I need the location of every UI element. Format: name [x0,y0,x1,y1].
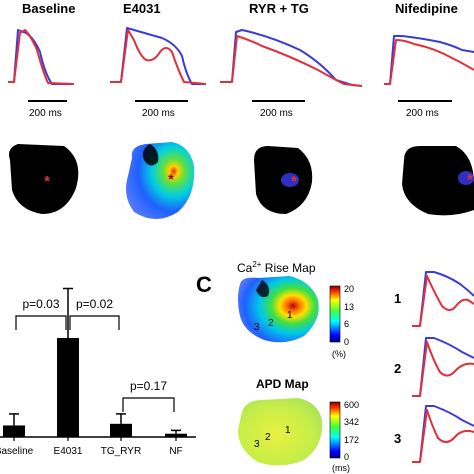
ca-rise-map-title: Ca2+ Rise Map [237,260,316,275]
condition-label-e4031: E4031 [123,1,161,16]
site-trace-3-calcium [412,409,474,463]
bar-tg-ryr [110,423,132,437]
p-value-label: p=0.03 [22,297,59,311]
apd-site-label-3: 3 [254,439,260,450]
bar-nf [165,433,187,437]
trace-e4031-voltage [110,27,206,85]
panel-letter-c: C [196,272,212,297]
apd-colorbar [329,401,341,459]
p-value-label: p=0.17 [130,379,167,393]
heart-map-baseline: * [9,144,79,214]
ca-site-label-1: 1 [287,310,293,321]
stimulation-marker-nifedipine: * [467,171,473,188]
apd-map: 1 2 3 [238,398,323,466]
bar-chart: Baseline E4031 TG_RYR NF p=0.03 p=0.02 p=0.17 [0,287,196,457]
trace-nifedipine-voltage [384,35,474,85]
trace-e4031-calcium [110,29,207,85]
apd-colorbar-tick: 172 [344,435,359,445]
trace-baseline-calcium [8,29,75,85]
ca-site-label-2: 2 [268,318,274,329]
ca-colorbar-unit: (%) [332,349,346,359]
p-value-label: p=0.02 [76,297,113,311]
condition-label-baseline: Baseline [22,1,75,16]
bar-e4031 [57,338,79,437]
trace-label-1: 1 [394,291,401,306]
apd-site-label-1: 1 [285,425,291,436]
ca-site-label-3: 3 [254,322,260,333]
scale-label-baseline: 200 ms [29,108,62,119]
trace-ryr-tg-calcium [220,35,363,87]
significance-bracket [122,397,175,412]
trace-nifedipine-calcium [384,39,474,85]
stimulation-marker-baseline: * [44,173,50,190]
ca-colorbar-tick: 0 [344,337,349,347]
heart-map-e4031: * [126,142,195,219]
apd-colorbar-tick: 600 [344,400,359,410]
site-trace-1-calcium [412,275,474,327]
stimulation-marker-e4031: * [168,171,174,188]
site-trace-3-voltage [412,405,474,463]
heart-map-nifedipine: * [402,146,474,216]
stimulation-marker-ryr-tg: * [291,173,297,190]
apd-colorbar-tick: 342 [344,417,359,427]
trace-label-3: 3 [394,431,401,446]
significance-bracket [69,315,120,330]
ca-colorbar [329,285,341,343]
x-tick-label: E4031 [54,446,83,457]
apd-site-label-2: 2 [265,432,271,443]
scale-label-e4031: 200 ms [142,108,175,119]
ca-colorbar-tick: 20 [344,284,354,294]
trace-ryr-tg-voltage [220,29,363,87]
scale-label-ryr-tg: 200 ms [260,108,293,119]
site-trace-2-voltage [412,337,474,397]
x-tick-label: Baseline [0,446,34,457]
significance-bracket [15,315,67,330]
x-tick-label: TG_RYR [101,446,141,457]
site-trace-1-voltage [412,271,474,327]
apd-map-title: APD Map [256,377,309,391]
trace-label-2: 2 [394,361,401,376]
apd-colorbar-unit: (ms) [332,463,350,473]
condition-label-nifedipine: Nifedipine [395,1,458,16]
ca-rise-map: 1 2 3 [238,276,319,343]
scale-label-nifedipine: 200 ms [406,108,439,119]
x-tick-label: NF [169,446,182,457]
site-trace-2-calcium [412,341,474,397]
ca-colorbar-tick: 13 [344,302,354,312]
ca-colorbar-tick: 6 [344,319,349,329]
apd-colorbar-tick: 0 [344,452,349,462]
bar-baseline [3,425,25,437]
heart-map-ryr-tg: * [254,146,313,214]
condition-label-ryr-tg: RYR + TG [249,1,309,16]
trace-baseline-voltage [8,29,74,85]
